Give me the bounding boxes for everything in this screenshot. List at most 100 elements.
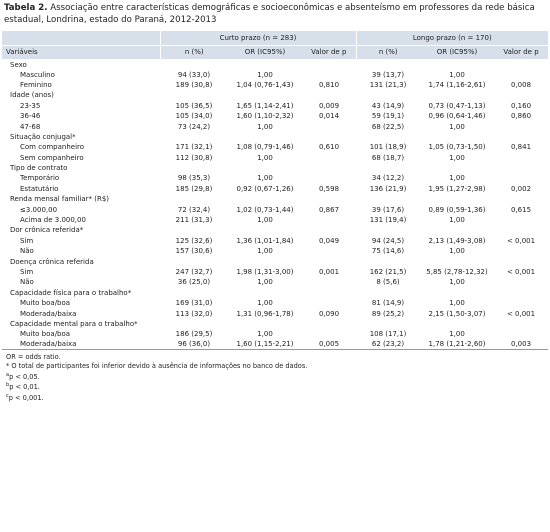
cell: 157 (30,6): [175, 247, 213, 256]
cell: 185 (29,8): [175, 184, 213, 193]
data-row: Não 157 (30,6) 1,00 75 (14,6) 1,00: [2, 246, 548, 256]
cell: [494, 121, 548, 131]
cell: 186 (29,5): [175, 330, 213, 339]
column-header: OR (IC95%): [244, 48, 286, 57]
cell: 0,009: [318, 101, 340, 110]
cell: 0,598: [318, 184, 340, 193]
cell: 1,00: [449, 174, 465, 183]
footnote: ap < 0,05.: [6, 371, 546, 382]
group-label: Doença crônica referida: [10, 257, 94, 266]
footnote-text: * O total de participantes foi inferior …: [6, 362, 308, 371]
cell: [494, 173, 548, 183]
cell: 1,60 (1,15-2,21): [228, 339, 302, 351]
group-label: Tipo de contrato: [10, 164, 68, 173]
data-row: ≤3.000,00 72 (32,4) 1,02 (0,73-1,44) 0,867 3…: [2, 204, 548, 214]
footnote-mark: c: [6, 393, 9, 400]
column-header: Variáveis: [6, 48, 38, 57]
cell: 1,05 (0,73-1,50): [428, 143, 486, 152]
cell: [302, 215, 356, 225]
cell: 1,00: [449, 247, 465, 256]
cell: 171 (32,1): [175, 143, 213, 152]
cell: 0,867: [318, 205, 340, 214]
cell: 1,00: [449, 70, 465, 79]
row-label: Muito boa/boa: [20, 330, 71, 339]
cell: 1,65 (1,14-2,41): [236, 101, 294, 110]
footnote: cp < 0,001.: [6, 392, 546, 403]
header-group-row: Curto prazo (n = 283) Longo prazo (n = 1…: [2, 31, 549, 46]
data-row: Com companheiro 171 (32,1) 1,08 (0,79-1,46…: [2, 142, 548, 152]
cell: 1,00: [257, 70, 273, 79]
cell: [302, 298, 356, 308]
group-row: Situação conjugal*: [2, 132, 548, 142]
cell: 0,810: [318, 80, 340, 89]
cell: [494, 329, 548, 339]
row-label: Acima de 3.000,00: [20, 216, 86, 225]
cell: [302, 153, 356, 163]
cell: 1,00: [449, 299, 465, 308]
cell: 1,98 (1,31-3,00): [236, 268, 294, 276]
cell: 89 (25,2): [371, 309, 405, 318]
group-row: Tipo de contrato: [2, 163, 548, 173]
title-label: Tabela 2.: [4, 3, 48, 13]
data-row: Acima de 3.000,00 211 (31,3) 1,00 131 (19,4…: [2, 215, 548, 225]
cell: 1,36 (1,01-1,84): [236, 236, 294, 245]
cell: 1,31 (0,96-1,78): [236, 309, 294, 318]
cell: 0,014: [318, 112, 340, 121]
cell: [302, 246, 356, 256]
cell: 0,860: [511, 112, 532, 121]
row-label: 36-46: [20, 112, 41, 121]
cell: 1,00: [257, 299, 273, 308]
table-title: Tabela 2. Associação entre característic…: [4, 3, 546, 26]
cell: [494, 298, 548, 308]
cell: 0,090: [318, 309, 340, 318]
group-row: Sexo: [2, 59, 548, 69]
title-text: Associação entre características demográ…: [4, 3, 535, 25]
column-header: OR (IC95%): [436, 48, 478, 57]
cell: 96 (36,0): [160, 339, 228, 351]
cell: 94 (33,0): [177, 70, 211, 79]
data-row: 23-35 105 (36,5) 1,65 (1,14-2,41) 0,009 43 (…: [2, 101, 548, 111]
cell: 0,89 (0,59-1,36): [428, 205, 486, 214]
group-row: Capacidade física para o trabalho*: [2, 288, 548, 298]
document: Tabela 2. Associação entre característic…: [2, 3, 549, 403]
cell: 0,001: [318, 268, 340, 276]
row-label: Temporário: [20, 174, 60, 183]
cell: 5,85 (2,78-12,32): [426, 268, 488, 276]
data-row: Feminino 189 (30,8) 1,04 (0,76-1,43) 0,810 1…: [2, 80, 548, 90]
cell: 211 (31,3): [175, 216, 213, 225]
cell: 1,74 (1,16-2,61): [428, 80, 486, 89]
cell: 1,00: [449, 278, 465, 287]
table: Curto prazo (n = 283) Longo prazo (n = 1…: [2, 31, 549, 351]
cell: 1,00: [449, 330, 465, 339]
data-row: Sim 125 (32,6) 1,36 (1,01-1,84) 0,049 94 (24…: [2, 236, 548, 246]
cell: 0,841: [511, 143, 532, 152]
group-label: Dor crônica referida*: [10, 226, 84, 235]
cell: 112 (30,8): [175, 153, 213, 162]
cell: 162 (21,5): [369, 268, 407, 276]
cell: 59 (19,1): [371, 112, 405, 121]
footnote: bp < 0,01.: [6, 381, 546, 392]
cell: 1,04 (0,76-1,43): [236, 80, 294, 89]
cell: 1,00: [257, 247, 273, 256]
footnote-text: OR = odds ratio.: [6, 353, 61, 362]
cell: 131 (19,4): [369, 216, 407, 225]
cell: 0,610: [318, 143, 340, 152]
cell: 34 (12,2): [371, 174, 405, 183]
data-row: Muito boa/boa 186 (29,5) 1,00 108 (17,1) 1,0…: [2, 329, 548, 339]
cell: 0,160: [511, 101, 532, 110]
column-header: n (%): [355, 45, 421, 59]
cell: [302, 277, 356, 287]
footnote-text: p < 0,001.: [8, 394, 44, 403]
cell: < 0,001: [506, 309, 536, 318]
cell: 39 (17,6): [371, 205, 405, 214]
cell: 0,92 (0,67-1,26): [236, 184, 294, 193]
cell: 8 (5,6): [376, 278, 400, 287]
cell: 75 (14,6): [371, 247, 405, 256]
cell: [302, 121, 356, 131]
column-header: Valor de p: [311, 48, 347, 57]
cell: 0,003: [494, 339, 549, 351]
cell: 136 (21,9): [369, 184, 407, 193]
group-label: Renda mensal familiar* (R$): [10, 195, 109, 204]
cell: 113 (32,0): [175, 309, 213, 318]
